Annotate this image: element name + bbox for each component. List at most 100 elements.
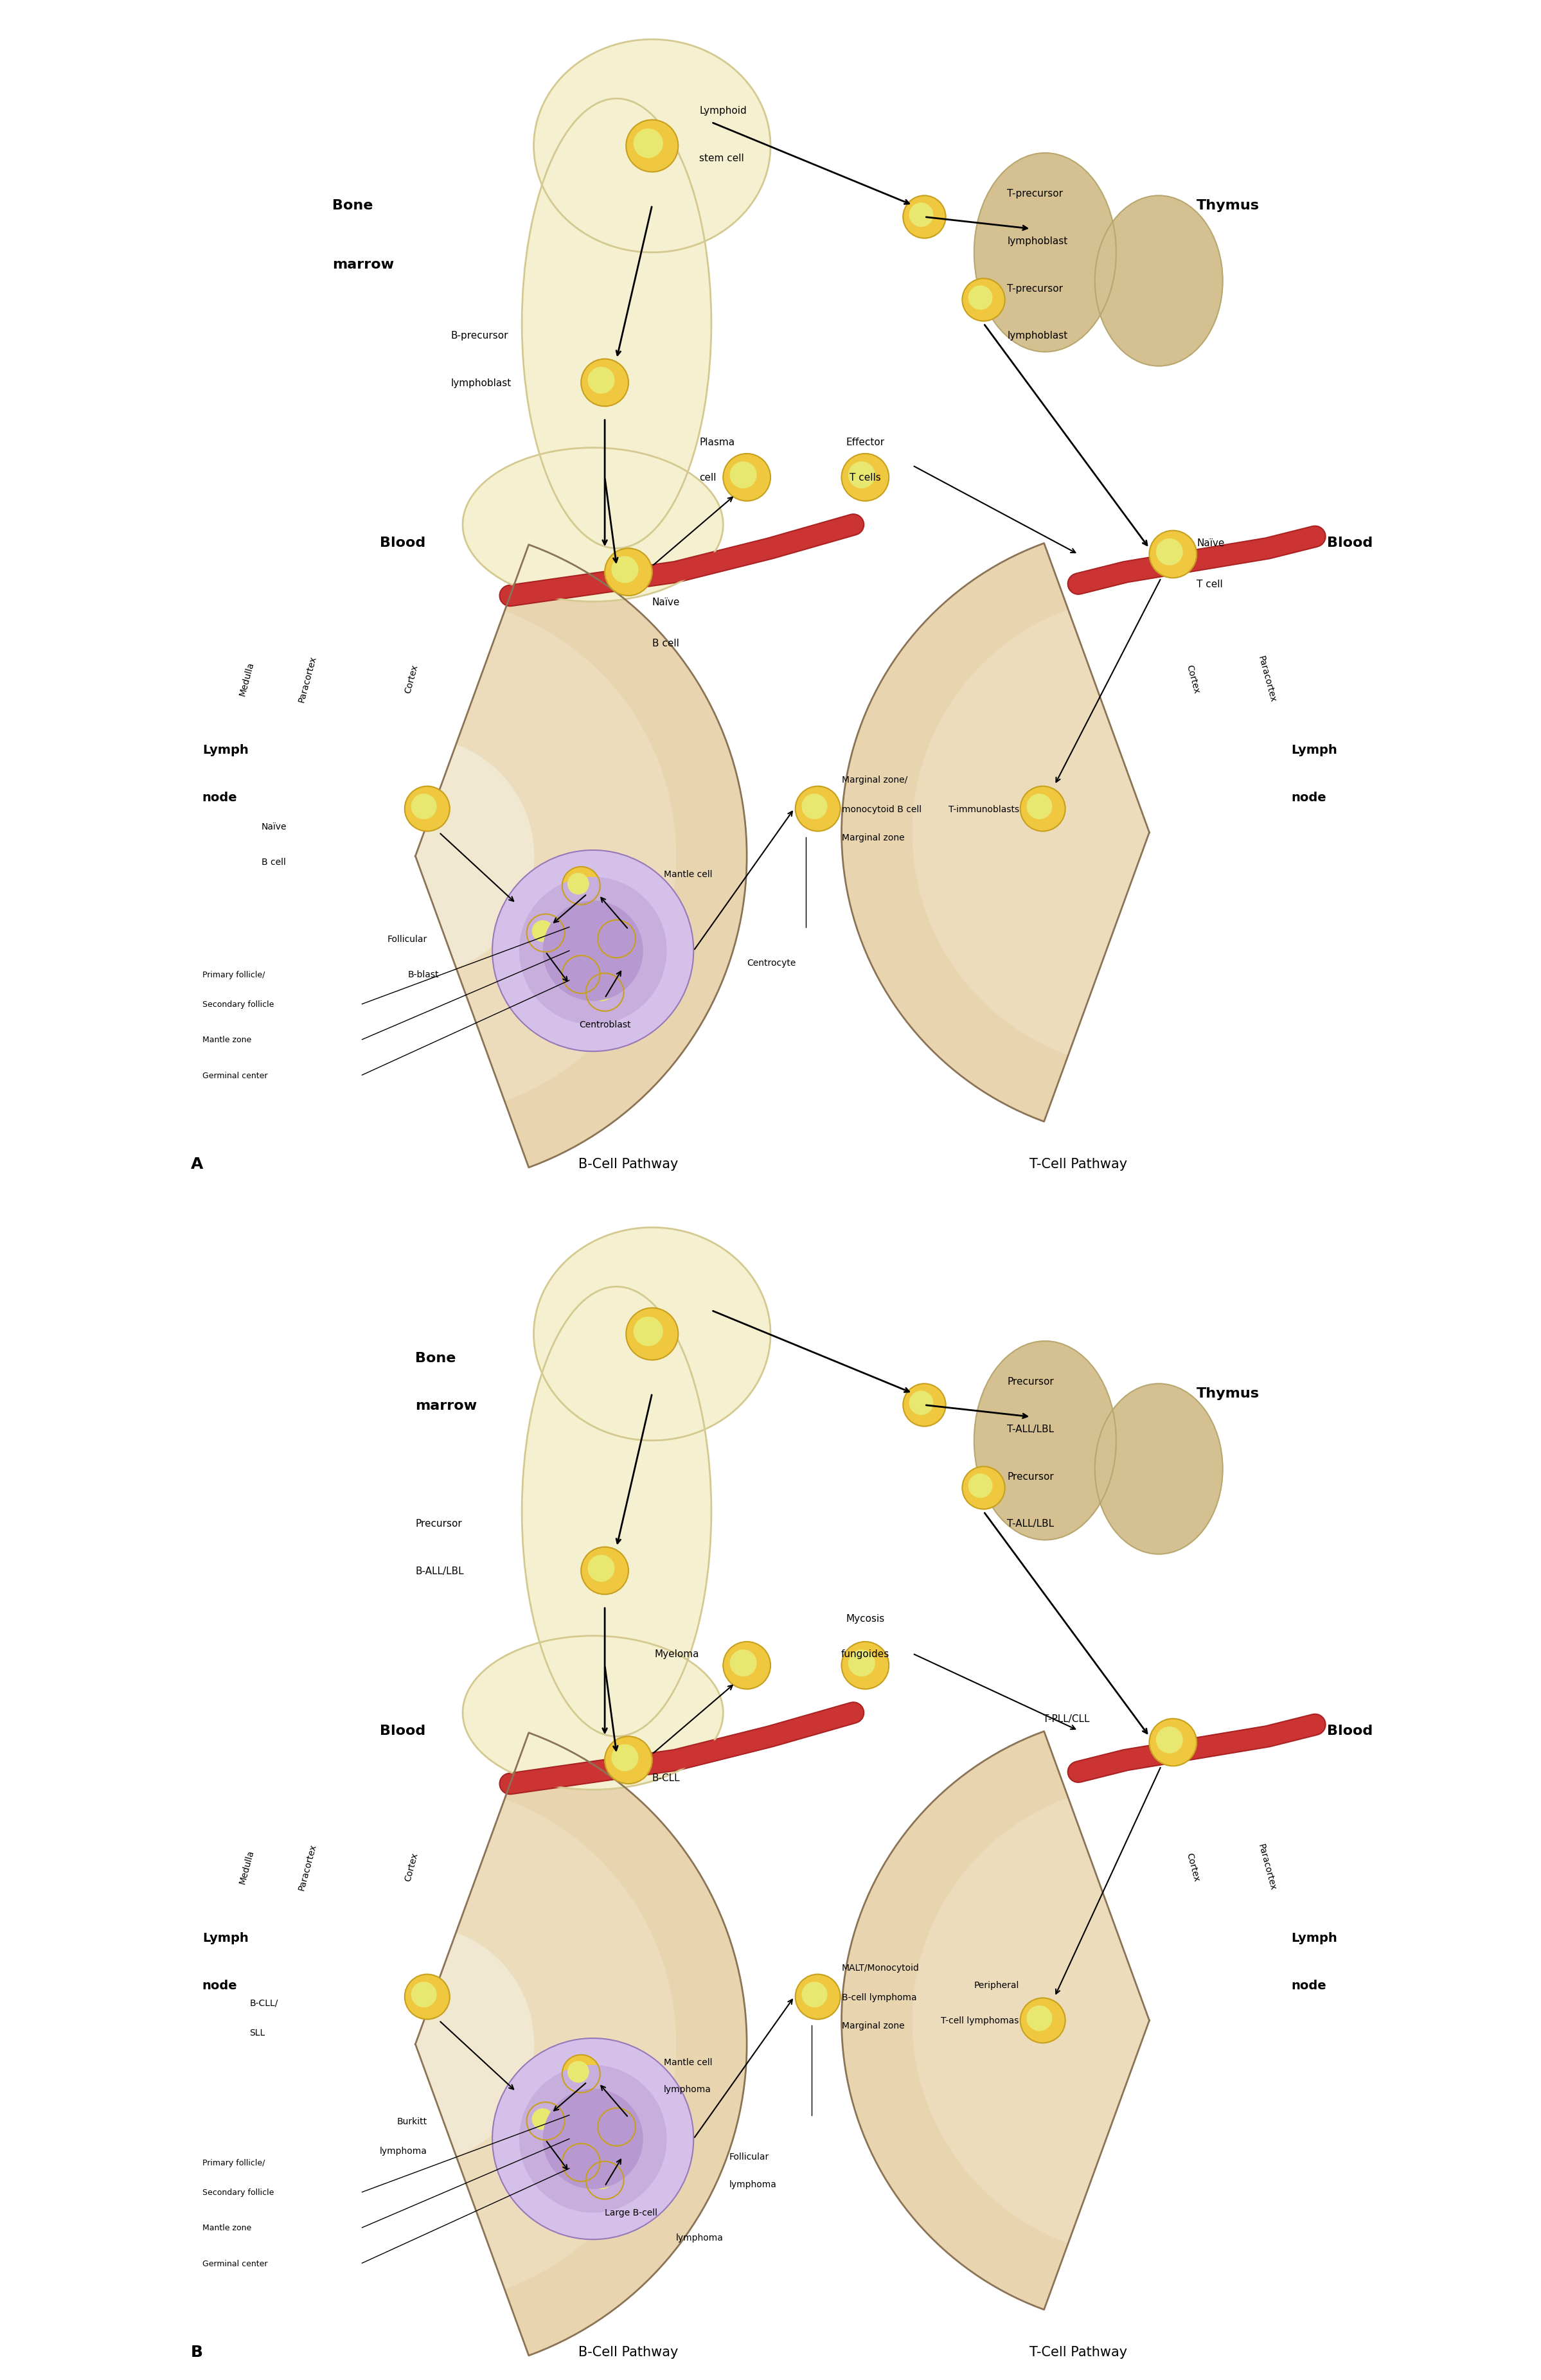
Text: node: node	[1291, 790, 1327, 804]
Text: Blood: Blood	[1327, 536, 1373, 550]
Text: Follicular: Follicular	[387, 935, 427, 945]
Text: Marginal zone/: Marginal zone/	[841, 776, 908, 783]
Ellipse shape	[533, 1228, 770, 1440]
Text: Burkitt: Burkitt	[398, 2116, 427, 2125]
Ellipse shape	[974, 1342, 1116, 1540]
Text: Cortex: Cortex	[1185, 664, 1200, 695]
Circle shape	[411, 1983, 436, 2006]
Circle shape	[909, 1392, 932, 1414]
Text: Effector: Effector	[846, 438, 885, 447]
Text: T-precursor: T-precursor	[1008, 188, 1063, 198]
Circle shape	[544, 902, 643, 1002]
Circle shape	[567, 2061, 589, 2082]
Circle shape	[598, 921, 635, 959]
Text: Primary follicle/: Primary follicle/	[202, 971, 265, 978]
Text: B-CLL: B-CLL	[652, 1773, 680, 1783]
Text: T-ALL/LBL: T-ALL/LBL	[1008, 1423, 1054, 1433]
Circle shape	[567, 873, 589, 895]
Circle shape	[527, 2102, 564, 2140]
Circle shape	[411, 795, 436, 819]
Text: Marginal zone: Marginal zone	[841, 2021, 905, 2030]
Text: T-Cell Pathway: T-Cell Pathway	[1029, 2344, 1126, 2359]
Text: Medulla: Medulla	[237, 1849, 256, 1885]
Circle shape	[562, 957, 599, 995]
Text: node: node	[202, 1978, 237, 1992]
Circle shape	[567, 2149, 589, 2171]
Text: Paracortex: Paracortex	[1256, 1842, 1277, 1892]
Polygon shape	[841, 543, 1150, 1121]
Circle shape	[803, 795, 828, 819]
Circle shape	[626, 121, 678, 171]
Text: Thymus: Thymus	[1197, 200, 1259, 212]
Polygon shape	[841, 1730, 1150, 2309]
Circle shape	[1026, 795, 1053, 819]
Ellipse shape	[462, 1635, 723, 1790]
Circle shape	[567, 962, 589, 983]
Circle shape	[604, 926, 624, 947]
Text: T-precursor: T-precursor	[1008, 283, 1063, 293]
Circle shape	[492, 850, 693, 1052]
Text: node: node	[1291, 1978, 1327, 1992]
Text: Lymph: Lymph	[202, 745, 248, 757]
Circle shape	[589, 369, 615, 393]
Text: A: A	[191, 1157, 203, 1171]
Text: fungoides: fungoides	[841, 1649, 889, 1659]
Circle shape	[909, 205, 932, 226]
Text: SLL: SLL	[250, 2028, 265, 2037]
Circle shape	[795, 1975, 840, 2018]
Text: Paracortex: Paracortex	[297, 654, 317, 702]
Ellipse shape	[1094, 1383, 1222, 1554]
Text: T-PLL/CLL: T-PLL/CLL	[1043, 1714, 1089, 1723]
Circle shape	[544, 2090, 643, 2190]
Circle shape	[589, 1557, 615, 1583]
Text: Marginal zone: Marginal zone	[841, 833, 905, 843]
Text: lymphoblast: lymphoblast	[1008, 236, 1068, 245]
Text: T-ALL/LBL: T-ALL/LBL	[1008, 1518, 1054, 1528]
Circle shape	[586, 2161, 624, 2199]
Circle shape	[598, 2109, 635, 2147]
Text: lymphoma: lymphoma	[379, 2147, 427, 2156]
Text: lymphoma: lymphoma	[664, 2085, 712, 2094]
Circle shape	[962, 278, 1005, 321]
Text: Secondary follicle: Secondary follicle	[202, 1000, 274, 1009]
Text: lymphoma: lymphoma	[676, 2232, 723, 2242]
Text: Cortex: Cortex	[404, 1852, 419, 1883]
Circle shape	[586, 973, 624, 1012]
Circle shape	[532, 921, 553, 942]
Text: B-CLL/: B-CLL/	[250, 1999, 279, 2006]
Polygon shape	[912, 609, 1150, 1054]
Text: Naïve: Naïve	[652, 597, 680, 607]
Text: Plasma: Plasma	[700, 438, 735, 447]
Text: MALT/Monocytoid: MALT/Monocytoid	[841, 1963, 918, 1971]
Text: Mycosis: Mycosis	[846, 1614, 885, 1623]
Text: B-cell lymphoma: B-cell lymphoma	[841, 1992, 917, 2002]
Text: monocytoid B cell: monocytoid B cell	[841, 804, 922, 814]
Text: B cell: B cell	[262, 857, 285, 866]
Text: Follicular: Follicular	[729, 2152, 769, 2161]
Text: Peripheral: Peripheral	[974, 1980, 1019, 1990]
Text: Precursor: Precursor	[1008, 1471, 1054, 1480]
Text: Blood: Blood	[381, 1723, 425, 1737]
Circle shape	[795, 788, 840, 831]
Text: B-blast: B-blast	[408, 971, 439, 978]
Text: Cortex: Cortex	[1185, 1852, 1200, 1883]
Text: Germinal center: Germinal center	[202, 1071, 268, 1081]
Circle shape	[519, 878, 666, 1023]
Text: Naïve: Naïve	[262, 823, 287, 831]
Text: Paracortex: Paracortex	[1256, 654, 1277, 702]
Circle shape	[849, 1649, 875, 1676]
Text: Mantle cell: Mantle cell	[664, 2056, 712, 2066]
Circle shape	[633, 129, 663, 157]
Text: T cell: T cell	[1197, 578, 1224, 590]
Circle shape	[604, 550, 652, 595]
Circle shape	[969, 1473, 992, 1497]
Circle shape	[1020, 1999, 1065, 2042]
Circle shape	[1150, 531, 1197, 578]
Circle shape	[803, 1983, 828, 2006]
Circle shape	[562, 866, 599, 904]
Polygon shape	[416, 1933, 533, 2156]
Text: node: node	[202, 790, 237, 804]
Circle shape	[626, 1309, 678, 1361]
Circle shape	[962, 1466, 1005, 1509]
Circle shape	[730, 1649, 757, 1676]
